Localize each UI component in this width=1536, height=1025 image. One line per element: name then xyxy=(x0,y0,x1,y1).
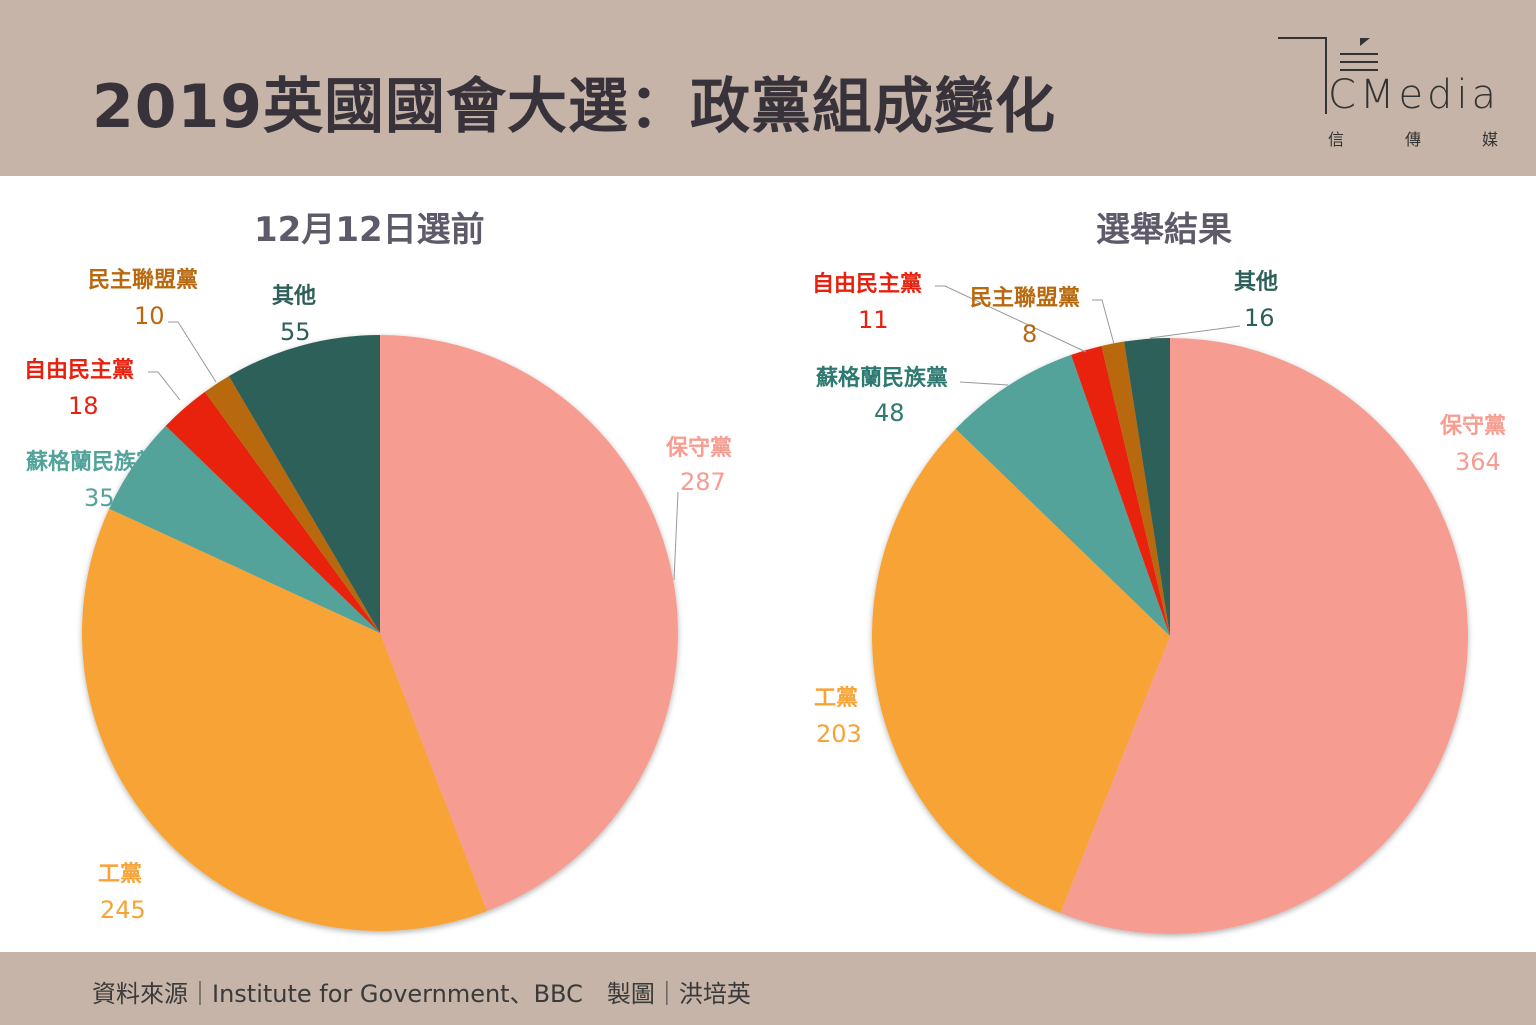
label-ld-before: 自由民主黨 xyxy=(24,358,135,383)
value-ld-result: 11 xyxy=(858,306,889,334)
leader-lines xyxy=(148,285,1241,581)
pie-slice-保守黨 xyxy=(380,335,678,912)
value-con-result: 364 xyxy=(1455,448,1501,476)
label-lab-result: 工黨 xyxy=(814,686,859,711)
label-lab-before: 工黨 xyxy=(98,862,143,887)
pie-slice-民主聯盟黨 xyxy=(1101,341,1170,636)
label-ld-result: 自由民主黨 xyxy=(812,272,923,297)
footer xyxy=(0,952,1536,1025)
value-other-before: 55 xyxy=(280,318,311,346)
pie-slice-蘇格蘭民族黨 xyxy=(109,425,381,633)
pie-slice-其他 xyxy=(228,335,380,633)
pie-slice-其他 xyxy=(1124,338,1170,636)
value-dup-before: 10 xyxy=(134,302,165,330)
pie-slice-民主聯盟黨 xyxy=(204,376,380,633)
pie-slice-保守黨 xyxy=(1060,338,1468,934)
label-dup-result: 民主聯盟黨 xyxy=(970,286,1081,311)
label-con-result: 保守黨 xyxy=(1440,414,1507,439)
chart-title-result: 選舉結果 xyxy=(1096,210,1232,250)
pie-slice-工黨 xyxy=(872,428,1170,914)
value-snp-before: 35 xyxy=(84,484,115,512)
value-dup-result: 8 xyxy=(1022,320,1038,348)
value-lab-before: 245 xyxy=(100,896,146,924)
value-ld-before: 18 xyxy=(68,392,99,420)
label-other-result: 其他 xyxy=(1234,270,1279,295)
value-lab-result: 203 xyxy=(816,720,862,748)
cmedia-logo: CMedia 信 傳 媒 xyxy=(1278,34,1498,154)
pie-slice-自由民主黨 xyxy=(165,391,380,633)
page-title: 2019英國國會大選：政黨組成變化 xyxy=(92,72,1056,142)
pie-slice-工黨 xyxy=(82,508,488,931)
value-snp-result: 48 xyxy=(874,399,905,427)
chart-title-before: 12月12日選前 xyxy=(254,210,485,250)
label-snp-result: 蘇格蘭民族黨 xyxy=(816,366,949,391)
label-other-before: 其他 xyxy=(272,284,317,309)
value-con-before: 287 xyxy=(680,468,726,496)
label-snp-before: 蘇格蘭民族黨 xyxy=(26,450,159,475)
pie-slice-蘇格蘭民族黨 xyxy=(955,354,1170,636)
label-con-before: 保守黨 xyxy=(666,436,733,461)
value-other-result: 16 xyxy=(1244,304,1275,332)
label-dup-before: 民主聯盟黨 xyxy=(88,268,199,293)
source-credit: 資料來源｜Institute for Government、BBC 製圖｜洪培英 xyxy=(92,980,751,1008)
header: 2019英國國會大選：政黨組成變化 CMedia 信 傳 媒 xyxy=(0,0,1536,176)
pie-slice-自由民主黨 xyxy=(1071,345,1170,636)
